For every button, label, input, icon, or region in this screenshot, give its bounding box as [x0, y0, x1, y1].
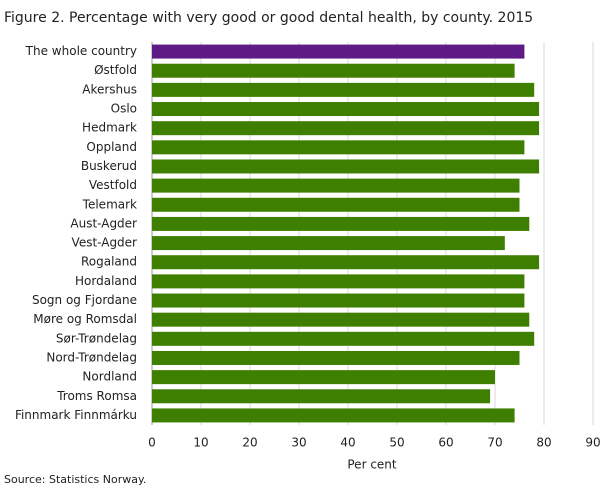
bar [152, 293, 525, 308]
x-tick-label: 80 [536, 436, 551, 450]
bar [152, 159, 540, 174]
bar [152, 331, 535, 346]
bar [152, 140, 525, 155]
x-tick-label: 10 [193, 436, 208, 450]
bar [152, 370, 495, 385]
y-tick-label: Vestfold [89, 178, 137, 192]
x-tick-label: 30 [291, 436, 306, 450]
bar [152, 102, 540, 117]
y-tick-label: Akershus [82, 82, 137, 96]
y-tick-label: Nord-Trøndelag [46, 350, 137, 364]
x-tick-label: 50 [389, 436, 404, 450]
y-tick-label: Oppland [86, 140, 137, 154]
x-tick-label: 40 [340, 436, 355, 450]
bar [152, 389, 491, 404]
y-tick-label: Vest-Agder [72, 236, 138, 250]
bar [152, 312, 530, 327]
y-tick-label: Østfold [94, 63, 137, 77]
bar [152, 197, 520, 212]
x-tick-label: 20 [242, 436, 257, 450]
bar [152, 350, 520, 365]
x-axis-label: Per cent [347, 458, 397, 472]
chart-title: Figure 2. Percentage with very good or g… [4, 10, 533, 26]
y-tick-label: Møre og Romsdal [33, 312, 137, 326]
y-tick-label: Aust-Agder [70, 216, 137, 230]
bar [152, 216, 530, 231]
y-tick-label: Hordaland [75, 274, 137, 288]
bar [152, 255, 540, 270]
y-tick-label: The whole country [25, 44, 137, 58]
x-tick-label: 90 [585, 436, 600, 450]
bar [152, 236, 505, 251]
y-tick-label: Hedmark [82, 121, 137, 135]
source: Source: Statistics Norway. [4, 473, 146, 486]
bar [152, 408, 515, 423]
bar [152, 44, 525, 59]
x-tick-label: 0 [148, 436, 156, 450]
bar [152, 274, 525, 289]
bar [152, 121, 540, 136]
bar [152, 63, 515, 78]
y-tick-label: Sør-Trøndelag [56, 331, 137, 345]
y-tick-label: Finnmark Finnmárku [15, 408, 137, 422]
y-tick-label: Troms Romsa [56, 389, 137, 403]
bar [152, 82, 535, 97]
y-tick-label: Nordland [82, 370, 137, 384]
x-tick-label: 60 [438, 436, 453, 450]
y-tick-label: Oslo [111, 102, 137, 116]
y-tick-label: Buskerud [81, 159, 137, 173]
y-tick-label: Telemark [82, 197, 137, 211]
y-tick-label: Rogaland [81, 255, 137, 269]
y-tick-label: Sogn og Fjordane [32, 293, 137, 307]
x-tick-label: 70 [487, 436, 502, 450]
bar [152, 178, 520, 193]
